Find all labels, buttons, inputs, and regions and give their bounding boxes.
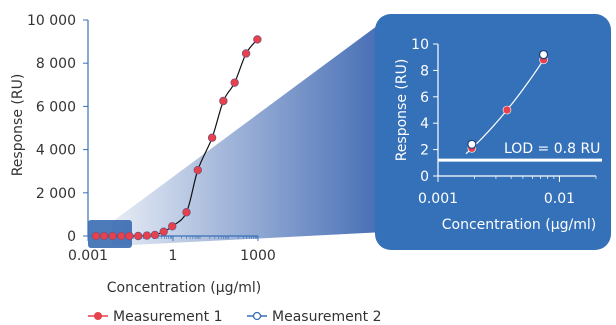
- main-point-measurement-1: [242, 49, 250, 58]
- inset-panel: [375, 14, 611, 250]
- legend: Measurement 1 Measurement 2: [88, 309, 381, 325]
- inset-x-axis-label: Concentration (µg/ml): [442, 217, 596, 233]
- main-data-points: [91, 35, 262, 241]
- main-point-measurement-1: [159, 227, 168, 236]
- inset-axes: [433, 43, 597, 182]
- inset-data-points: [467, 49, 549, 153]
- legend-label-2: Measurement 2: [272, 309, 381, 325]
- zoom-wedge: [112, 20, 385, 246]
- main-point-measurement-1: [219, 97, 228, 105]
- main-point-measurement-1: [253, 35, 262, 44]
- main-point-measurement-1: [230, 78, 239, 87]
- inset-x-tick-label: 0.01: [544, 191, 575, 207]
- main-point-measurement-1: [193, 166, 202, 174]
- inset-point-measurement-1: [502, 105, 512, 115]
- main-point-measurement-1: [100, 232, 108, 240]
- main-tick-labels: 0 2 000 4 000 6 000 8 000 10 000 0.001 1 1000: [27, 13, 276, 264]
- inset-point-measurement-2: [467, 139, 477, 149]
- main-y-tick-label: 2 000: [36, 186, 76, 202]
- inset-x-tick-label: 0.001: [418, 191, 458, 207]
- inset-point-measurement-2: [538, 49, 549, 60]
- main-point-measurement-1: [117, 232, 126, 240]
- main-point-measurement-1: [143, 231, 151, 240]
- inset-y-tick-label: 6: [420, 90, 429, 106]
- main-point-measurement-1: [92, 232, 100, 240]
- main-y-tick-label: 8 000: [36, 56, 76, 72]
- lod-annotation: LOD = 0.8 RU: [504, 141, 600, 157]
- inset-y-axis-label: Response (RU): [394, 59, 410, 162]
- inset-tick-labels: 0 2 4 6 8 10 0.001 0.01: [411, 37, 575, 207]
- legend-label-1: Measurement 1: [113, 309, 222, 325]
- main-y-tick-label: 10 000: [27, 13, 76, 29]
- main-point-measurement-1: [151, 231, 159, 239]
- inset-y-tick-label: 4: [420, 116, 429, 132]
- inset-y-tick-label: 2: [420, 143, 429, 159]
- main-x-axis-label: Concentration (µg/ml): [107, 280, 261, 296]
- legend-swatch-marker-2: [252, 311, 262, 321]
- main-y-axis-label: Response (RU): [10, 74, 26, 177]
- main-point-measurement-1: [168, 222, 177, 231]
- main-x-tick-label: 0.001: [68, 248, 108, 264]
- legend-swatch-marker-1: [94, 312, 102, 320]
- main-y-tick-label: 0: [67, 229, 76, 245]
- main-point-measurement-1: [208, 133, 216, 142]
- main-y-tick-label: 4 000: [36, 143, 76, 159]
- main-point-measurement-1: [125, 232, 134, 240]
- main-y-tick-label: 6 000: [36, 99, 76, 115]
- inset-y-tick-label: 10: [411, 37, 429, 53]
- main-point-measurement-1: [134, 232, 143, 240]
- main-x-tick-label: 1000: [240, 248, 276, 264]
- inset-y-tick-label: 8: [420, 63, 429, 79]
- main-point-measurement-1: [182, 208, 191, 217]
- inset-y-tick-label: 0: [420, 169, 429, 185]
- main-x-tick-label: 1: [169, 248, 178, 264]
- main-point-measurement-1: [108, 232, 117, 240]
